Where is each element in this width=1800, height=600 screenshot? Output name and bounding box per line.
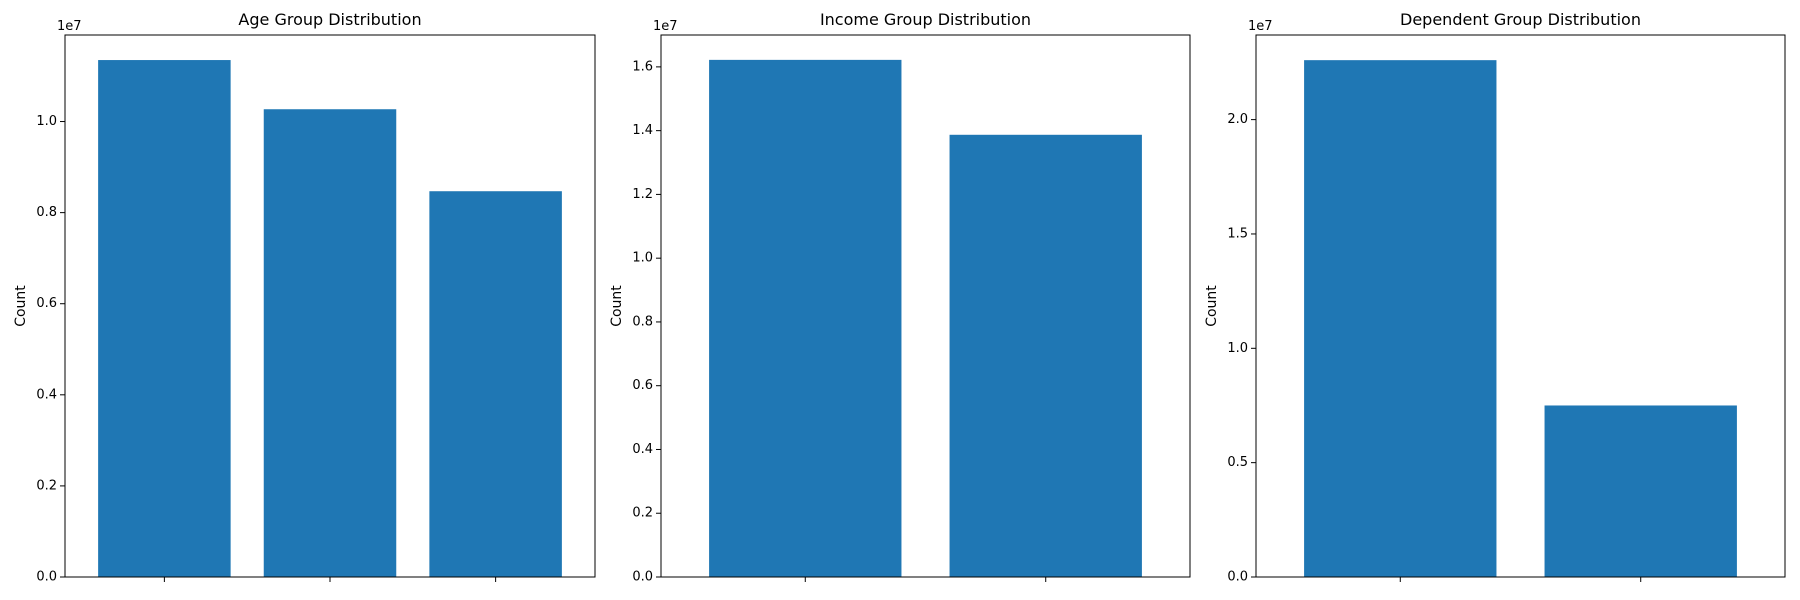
income-group-ytick-label: 0.0 [632, 570, 653, 585]
age-group-ytick-label: 0.8 [36, 205, 57, 220]
dependent-group-ytick-label: 0.5 [1227, 455, 1248, 470]
income-group-title: Income Group Distribution [820, 10, 1031, 29]
dependent-group-ytick-label: 1.0 [1227, 341, 1248, 356]
income-group-chart: 0.0 0.2 0.4 0.6 0.8 1.0 1.2 1.4 1.6 Income Group … [609, 10, 1191, 585]
age-group-bar-3 [429, 191, 562, 578]
age-group-offset-text: 1e7 [57, 19, 82, 34]
age-group-bar-1 [98, 60, 231, 578]
dependent-group-ytick-label: 1.5 [1227, 226, 1248, 241]
income-group-bar-2 [949, 134, 1142, 578]
age-group-chart: 0.0 0.2 0.4 0.6 0.8 1.0 Age Group Distribution… [13, 10, 596, 585]
dependent-group-chart: 0.0 0.5 1.0 1.5 2.0 Dependent Group Distribut… [1204, 10, 1786, 585]
income-group-ytick-label: 0.8 [632, 314, 653, 329]
dependent-group-title: Dependent Group Distribution [1400, 10, 1641, 29]
age-group-bar-2 [263, 109, 397, 578]
income-group-bar-1 [709, 59, 902, 578]
dependent-group-bar-1 [1304, 60, 1497, 577]
income-group-ytick-label: 0.2 [632, 506, 653, 521]
age-group-ylabel: Count [13, 285, 29, 327]
age-group-title: Age Group Distribution [238, 10, 421, 29]
income-group-ytick-label: 1.0 [632, 251, 653, 266]
age-group-ytick-label: 0.2 [36, 478, 57, 493]
age-group-ytick-label: 1.0 [36, 114, 57, 129]
income-group-ytick-label: 0.6 [632, 378, 653, 393]
dependent-group-offset-text: 1e7 [1248, 19, 1273, 34]
income-group-ytick-label: 1.6 [632, 59, 653, 74]
age-group-ytick-label: 0.0 [36, 570, 57, 585]
dependent-group-plot-frame [1255, 34, 1786, 578]
dependent-group-ytick-label: 0.0 [1227, 570, 1248, 585]
income-group-ytick-label: 1.2 [632, 187, 653, 202]
dependent-group-bar-2 [1544, 405, 1737, 577]
income-group-ytick-label: 1.4 [632, 123, 653, 138]
dependent-group-ylabel: Count [1204, 285, 1220, 327]
age-group-ytick-label: 0.6 [36, 296, 57, 311]
income-group-ytick-label: 0.4 [632, 442, 653, 457]
income-group-ylabel: Count [609, 285, 625, 327]
income-group-offset-text: 1e7 [653, 19, 678, 34]
income-group-plot-frame [660, 34, 1191, 578]
dependent-group-ytick-label: 2.0 [1227, 112, 1248, 127]
age-group-ytick-label: 0.4 [36, 387, 57, 402]
